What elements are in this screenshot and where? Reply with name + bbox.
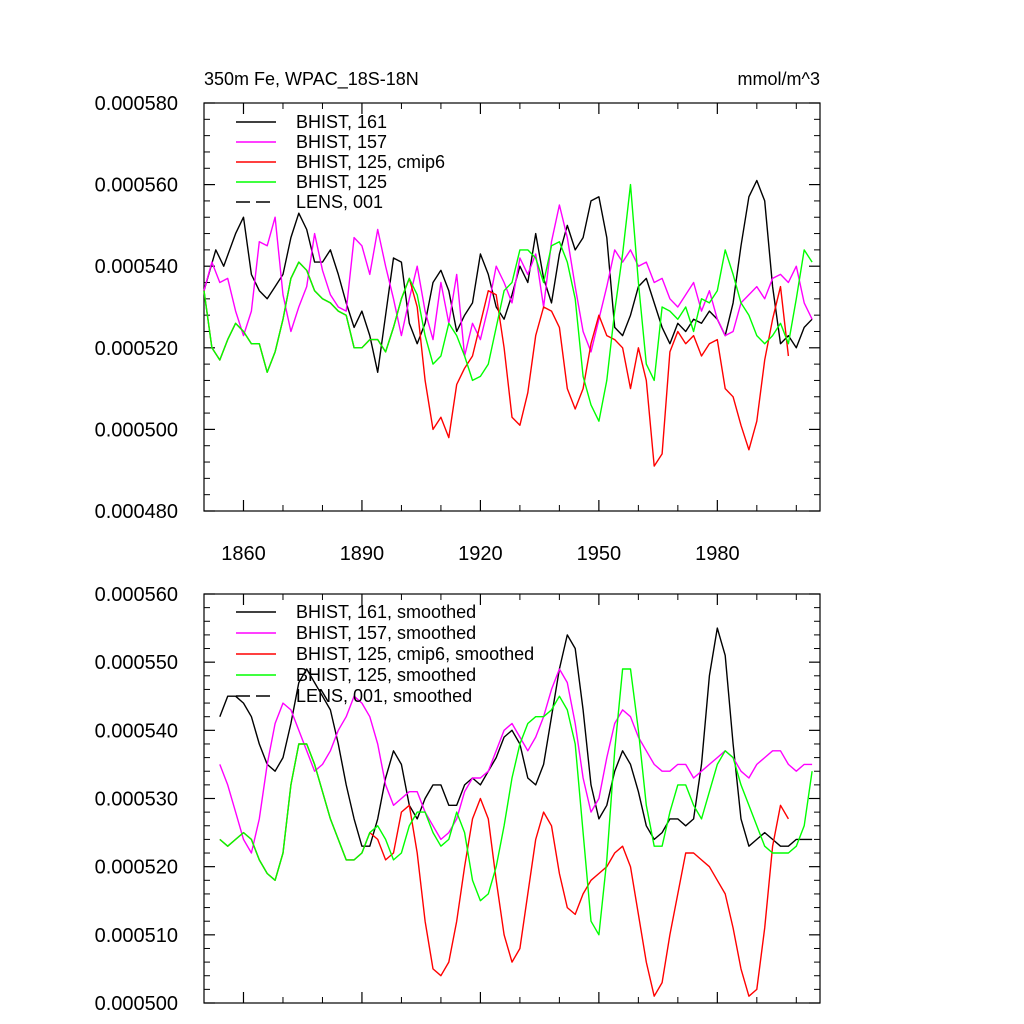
y-tick-label: 0.000520: [95, 857, 178, 879]
legend-label: BHIST, 125, cmip6: [296, 152, 445, 172]
series-line-3: [219, 668, 813, 936]
series-line-1: [219, 668, 813, 854]
y-tick-label: 0.000560: [95, 584, 178, 606]
plot-frame: [203, 102, 821, 512]
legend-label: BHIST, 125: [296, 172, 387, 192]
bottom-panel: 0.000500 0.000510 0.000520 0.000530 0.000540…: [95, 584, 821, 1015]
series-line-2: [203, 261, 790, 467]
chart-units: mmol/m^3: [738, 69, 820, 89]
x-tick-label: 1920: [458, 543, 503, 565]
legend-label: BHIST, 161, smoothed: [296, 602, 476, 622]
x-tick-label: 1950: [577, 543, 622, 565]
y-tick-label: 0.000520: [95, 338, 178, 360]
x-tick-label: 1980: [695, 543, 740, 565]
legend-label: BHIST, 157: [296, 132, 387, 152]
top-panel: 0.000480 0.000500 0.000520 0.000540 0.000560…: [95, 69, 821, 565]
y-tick-label: 0.000550: [95, 652, 178, 674]
legend-label: LENS, 001, smoothed: [296, 686, 472, 706]
series-line-3: [203, 183, 813, 422]
legend-label: LENS, 001: [296, 192, 383, 212]
y-tick-label: 0.000510: [95, 925, 178, 947]
x-tick-label: 1860: [221, 543, 266, 565]
y-tick-label: 0.000580: [95, 93, 178, 115]
series-line-1: [203, 204, 813, 357]
legend-label: BHIST, 125, cmip6, smoothed: [296, 644, 534, 664]
legend-label: BHIST, 157, smoothed: [296, 623, 476, 643]
y-tick-label: 0.000530: [95, 789, 178, 811]
y-tick-label: 0.000540: [95, 720, 178, 742]
y-tick-label: 0.000480: [95, 501, 178, 523]
y-tick-label: 0.000560: [95, 175, 178, 197]
y-tick-label: 0.000540: [95, 256, 178, 278]
series-line-0: [219, 627, 813, 847]
chart-title: 350m Fe, WPAC_18S-18N: [204, 69, 419, 90]
series-line-2: [219, 743, 790, 997]
legend-label: BHIST, 161: [296, 112, 387, 132]
y-tick-label: 0.000500: [95, 419, 178, 441]
x-tick-label: 1890: [340, 543, 385, 565]
y-tick-label: 0.000500: [95, 993, 178, 1015]
legend-label: BHIST, 125, smoothed: [296, 665, 476, 685]
